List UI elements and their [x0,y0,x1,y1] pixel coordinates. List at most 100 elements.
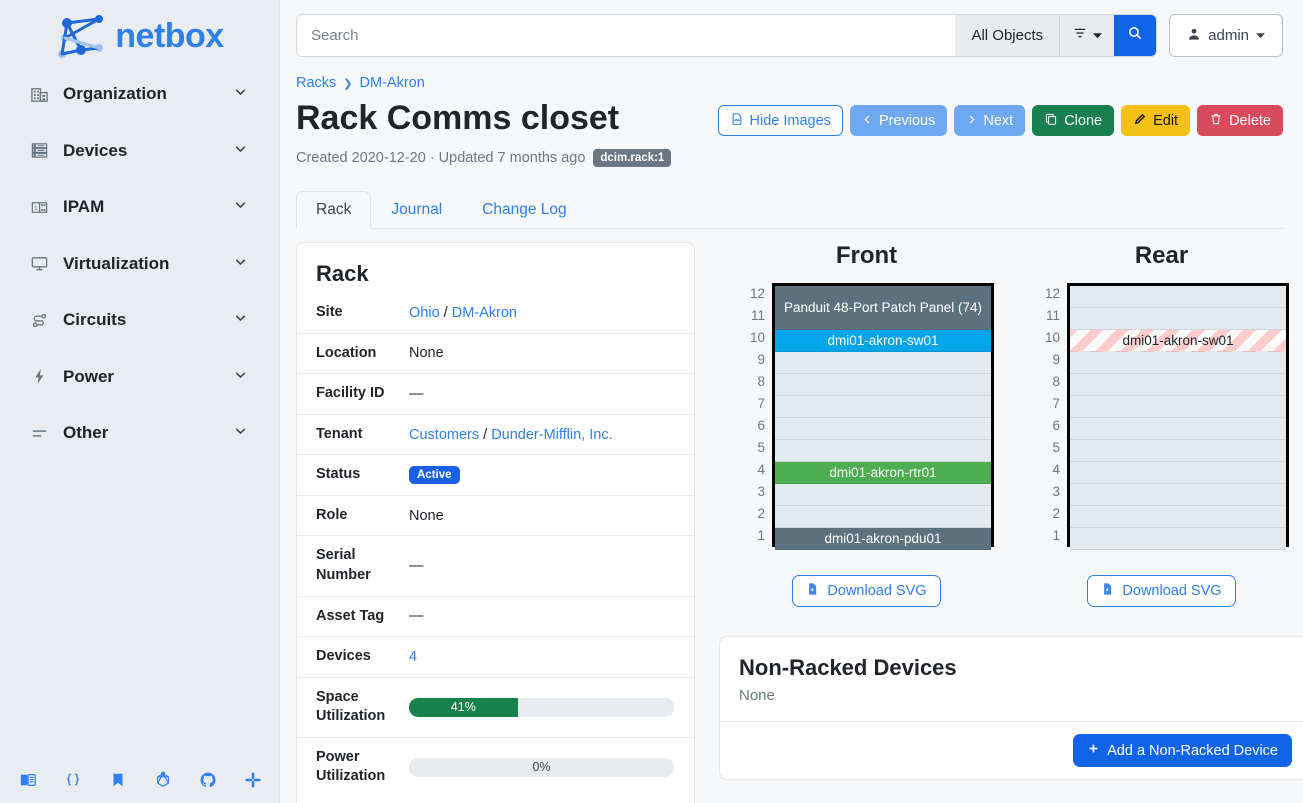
netbox-logo-icon [55,12,109,60]
github-icon[interactable] [199,771,217,789]
trash-icon [1209,112,1223,130]
breadcrumb-item-site[interactable]: DM-Akron [359,75,425,91]
rack-unit-slot[interactable] [1070,506,1286,529]
previous-button[interactable]: Previous [849,105,948,136]
user-name: admin [1208,27,1249,44]
rack-unit-slot[interactable] [775,396,991,419]
rack-unit-slot[interactable] [1070,418,1286,441]
separator: / [443,304,448,321]
chevron-down-icon [232,253,249,275]
rack-device[interactable]: dmi01-akron-sw01 [1070,330,1286,353]
brand-logo[interactable]: netbox [0,0,279,66]
rack-unit-slot[interactable] [1070,440,1286,463]
download-svg-front-button[interactable]: Download SVG [792,575,941,608]
sidebar-item-ipam[interactable]: 1 IPAM [0,179,279,236]
rack-unit-slot[interactable] [775,506,991,529]
tab-rack[interactable]: Rack [296,191,372,230]
tenant-group-link[interactable]: Customers [409,426,480,443]
rack-unit-slot[interactable] [1070,308,1286,331]
site-group-link[interactable]: Ohio [409,304,440,321]
rack-unit-slot[interactable] [1070,484,1286,507]
row-value-power-utilization: 0% [409,737,694,797]
search-submit-button[interactable] [1114,15,1157,56]
rack-unit-number: 8 [757,374,765,390]
rack-unit-slot[interactable] [1070,352,1286,375]
rack-device[interactable]: dmi01-akron-pdu01 [775,528,991,551]
rack-unit-slot[interactable] [775,440,991,463]
sidebar-item-devices[interactable]: Devices [0,123,279,180]
front-elevation-title: Front [835,242,898,270]
breadcrumb-item-racks[interactable]: Racks [296,75,337,91]
rack-unit-number: 10 [1044,330,1060,346]
row-key-space-utilization: Space Utilization [316,688,386,725]
edit-button[interactable]: Edit [1121,105,1191,136]
bookmark-icon[interactable] [109,771,127,789]
row-key-asset-tag: Asset Tag [316,607,385,624]
rack-unit-number: 6 [1052,418,1060,434]
sidebar-item-other[interactable]: Other [0,405,279,462]
rack-device[interactable]: dmi01-akron-sw01 [775,330,991,353]
search-input[interactable] [297,15,956,56]
sidebar-item-circuits[interactable]: Circuits [0,292,279,349]
devices-count-link[interactable]: 4 [409,648,418,665]
progress-label: 0% [532,759,551,774]
sidebar-item-label: Devices [63,140,128,160]
graphql-icon[interactable] [154,771,172,789]
sidebar-item-label: IPAM [63,197,105,217]
slack-icon[interactable] [244,771,262,789]
rack-unit-slot[interactable] [775,352,991,375]
rack-unit-slot[interactable] [775,484,991,507]
api-braces-icon[interactable] [64,771,82,789]
space-utilization-progress: 41% [409,697,674,717]
next-button[interactable]: Next [954,105,1026,136]
row-key-tenant: Tenant [316,425,363,442]
monitor-icon [28,253,50,275]
rack-unit-slot[interactable] [1070,286,1286,309]
server-rack-icon [28,140,50,162]
delete-button[interactable]: Delete [1197,105,1283,136]
rack-unit-slot[interactable] [775,418,991,441]
rack-device[interactable]: dmi01-akron-rtr01 [775,462,991,485]
chevron-down-icon [232,366,249,388]
row-value-serial-number: — [409,558,424,575]
power-utilization-progress: 0% [409,757,674,777]
rack-unit-number: 9 [1052,352,1060,368]
rack-attributes-table: Site Ohio / DM-Akron Location None [297,293,694,797]
rack-unit-slot[interactable] [1070,396,1286,419]
hide-images-button[interactable]: Hide Images [717,105,843,136]
rack-unit-number: 6 [757,418,765,434]
table-row: Role None [297,495,694,536]
object-scope-select[interactable]: All Objects [955,15,1060,56]
ip-grid-icon: 1 [28,196,50,218]
sidebar-item-organization[interactable]: Organization [0,66,279,123]
pencil-icon [1133,112,1147,130]
docs-book-icon[interactable] [19,771,37,789]
clone-label: Clone [1064,112,1103,129]
rack-unit-slot[interactable] [1070,462,1286,485]
page-head: Racks ❯ DM-Akron Rack Comms closet Creat… [280,57,1303,168]
rack-unit-number: 5 [757,440,765,456]
sidebar-item-label: Power [63,366,115,386]
sidebar-item-virtualization[interactable]: Virtualization [0,236,279,293]
rack-unit-slot[interactable] [775,374,991,397]
site-link[interactable]: DM-Akron [451,304,517,321]
row-value-status: Active [409,455,694,496]
tab-journal[interactable]: Journal [391,201,443,219]
filter-dropdown-button[interactable] [1059,15,1115,56]
user-menu-button[interactable]: admin [1169,14,1283,57]
tenant-link[interactable]: Dunder-Mifflin, Inc. [491,426,613,443]
sidebar-item-power[interactable]: Power [0,349,279,406]
sidebar-item-label: Other [63,423,109,443]
rear-elevation-title: Rear [1134,242,1189,270]
rack-unit-number: 1 [1052,528,1060,544]
front-elevation: Front 12 11 10 9 8 7 6 5 4 3 2 1 Panduit 48-Port Pa… [719,242,1014,608]
chevron-down-icon [232,196,249,218]
add-non-racked-device-button[interactable]: Add a Non-Racked Device [1073,734,1292,768]
tab-change-log[interactable]: Change Log [482,201,567,219]
clone-button[interactable]: Clone [1032,105,1115,136]
download-svg-rear-button[interactable]: Download SVG [1087,575,1236,608]
filter-icon [1072,25,1088,46]
rack-unit-slot[interactable] [1070,374,1286,397]
rack-device[interactable]: Panduit 48-Port Patch Panel (74) [775,286,991,331]
rack-unit-slot[interactable] [1070,528,1286,551]
